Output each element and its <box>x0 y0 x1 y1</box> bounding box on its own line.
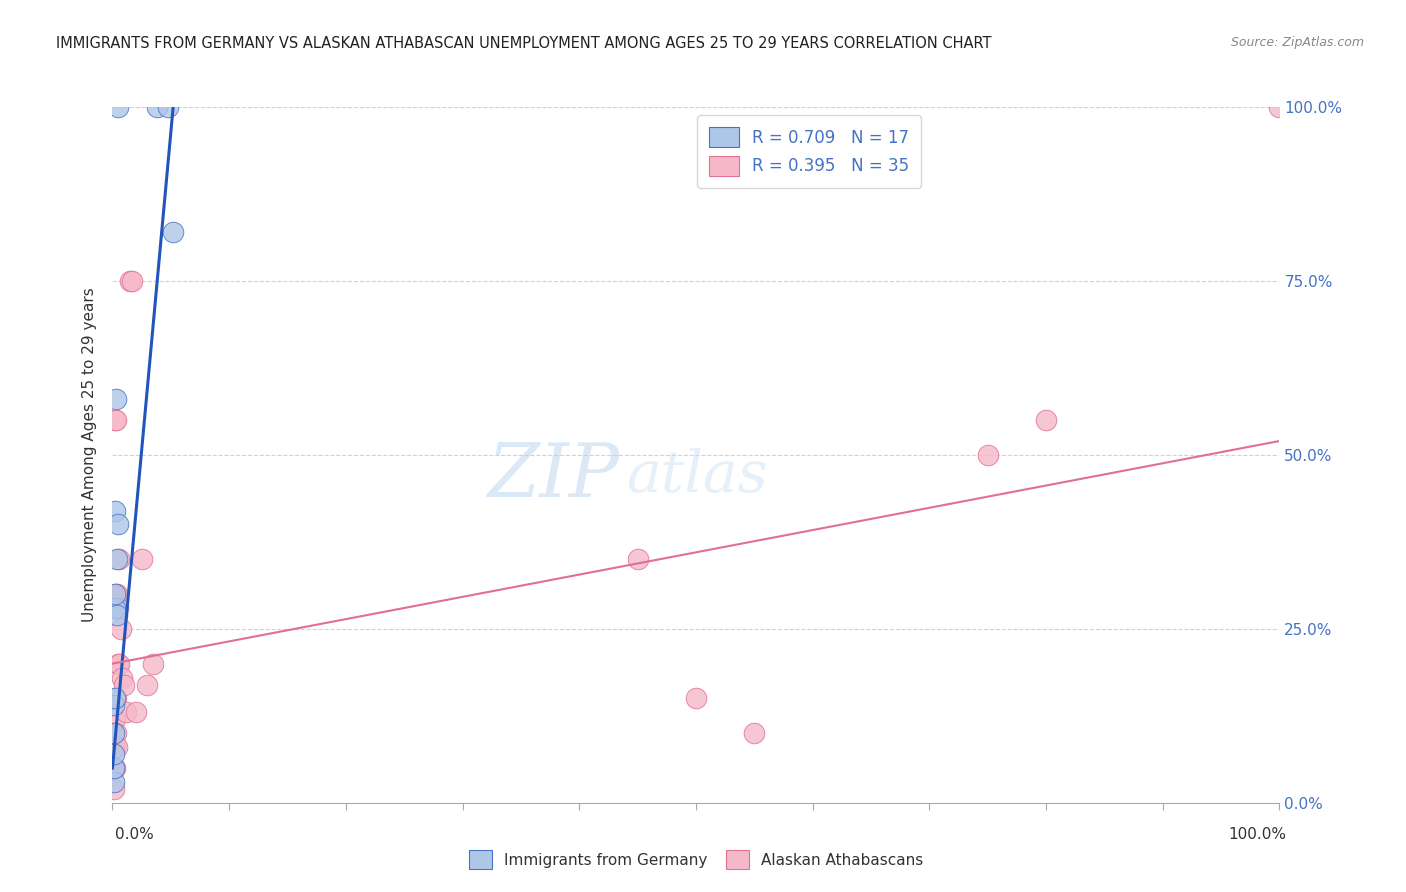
Point <box>103 761 125 775</box>
Point <box>103 761 125 775</box>
Y-axis label: Unemployment Among Ages 25 to 29 years: Unemployment Among Ages 25 to 29 years <box>82 287 97 623</box>
Point <box>104 413 127 427</box>
Text: ZIP: ZIP <box>488 440 620 512</box>
Point <box>107 100 129 114</box>
Point <box>107 517 129 532</box>
Point <box>136 677 159 691</box>
Point <box>107 601 129 615</box>
Legend: Immigrants from Germany, Alaskan Athabascans: Immigrants from Germany, Alaskan Athabas… <box>463 845 929 875</box>
Point <box>103 726 125 740</box>
Point <box>105 607 128 622</box>
Text: atlas: atlas <box>626 448 768 504</box>
Point <box>131 552 153 566</box>
Text: 100.0%: 100.0% <box>1229 827 1286 841</box>
Point <box>627 552 650 566</box>
Point <box>742 726 765 740</box>
Point <box>104 761 127 775</box>
Point <box>105 552 128 566</box>
Text: 0.0%: 0.0% <box>115 827 155 841</box>
Point <box>110 622 132 636</box>
Point <box>162 225 184 239</box>
Point <box>103 747 125 761</box>
Point <box>146 100 169 114</box>
Point <box>104 392 127 407</box>
Point <box>1268 100 1291 114</box>
Point <box>125 706 148 720</box>
Point <box>685 691 707 706</box>
Text: IMMIGRANTS FROM GERMANY VS ALASKAN ATHABASCAN UNEMPLOYMENT AMONG AGES 25 TO 29 Y: IMMIGRANTS FROM GERMANY VS ALASKAN ATHAB… <box>56 36 991 51</box>
Point <box>104 712 127 726</box>
Point <box>104 503 127 517</box>
Point <box>118 274 141 288</box>
Point <box>105 740 128 755</box>
Point <box>1035 413 1057 427</box>
Point <box>103 775 125 789</box>
Point <box>104 601 127 615</box>
Point <box>104 740 127 755</box>
Point <box>142 657 165 671</box>
Point <box>107 657 129 671</box>
Point <box>976 448 998 462</box>
Point <box>115 706 138 720</box>
Point <box>157 100 180 114</box>
Point <box>111 671 134 685</box>
Point <box>104 691 127 706</box>
Point <box>104 691 127 706</box>
Point <box>121 274 143 288</box>
Point <box>104 726 127 740</box>
Point <box>103 740 125 755</box>
Text: Source: ZipAtlas.com: Source: ZipAtlas.com <box>1230 36 1364 49</box>
Point <box>108 657 131 671</box>
Point <box>103 781 125 796</box>
Point <box>104 413 127 427</box>
Point <box>104 587 127 601</box>
Point <box>108 552 131 566</box>
Point <box>103 698 125 713</box>
Point <box>104 587 127 601</box>
Point <box>104 601 127 615</box>
Point <box>103 726 125 740</box>
Point <box>112 677 135 691</box>
Point <box>105 587 128 601</box>
